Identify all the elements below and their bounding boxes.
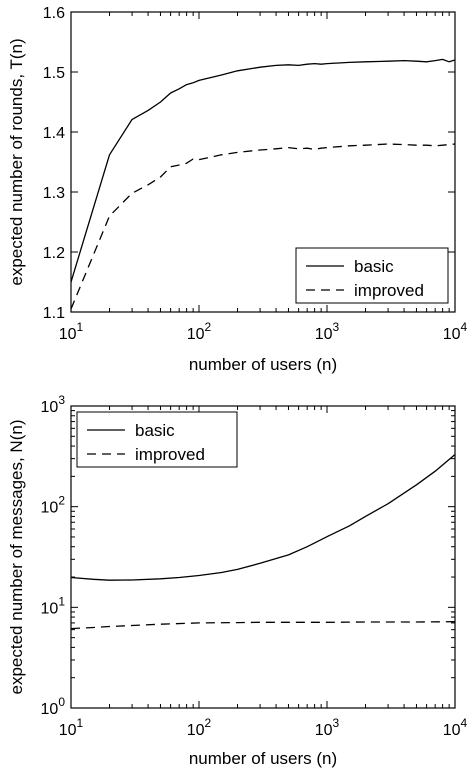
y-axis-label: expected number of rounds, T(n) <box>7 38 26 285</box>
series-line-improved <box>71 143 455 310</box>
y-tick-label: 1.1 <box>43 305 65 322</box>
x-axis-label: number of users (n) <box>189 355 337 374</box>
legend: basic improved <box>295 247 449 304</box>
plot-frame <box>70 11 456 313</box>
y-tick-label: 102 <box>41 494 66 517</box>
x-tick-label: 104 <box>443 320 468 343</box>
legend-box <box>295 247 449 304</box>
legend-label-basic: basic <box>354 257 394 276</box>
y-tick-label: 103 <box>41 393 66 416</box>
y-axis-label: expected number of messages, N(n) <box>7 420 26 695</box>
x-tick-label: 101 <box>59 320 84 343</box>
plot-frame <box>70 405 456 709</box>
legend: basic improved <box>76 411 238 468</box>
series-group <box>71 58 455 310</box>
x-axis-label: number of users (n) <box>189 749 337 768</box>
legend-label-basic: basic <box>135 421 175 440</box>
series-line-basic <box>71 454 455 581</box>
chart-1: 101 102 103 104 1.1 1.2 1.3 1.4 1.5 1.6 number of … <box>7 5 468 374</box>
series-line-improved <box>71 621 455 630</box>
y-tick-label: 1.4 <box>43 125 65 142</box>
x-tick-label: 104 <box>443 716 468 739</box>
x-tick-label: 102 <box>187 716 212 739</box>
series-group <box>71 454 455 630</box>
x-tick-label: 103 <box>315 320 340 343</box>
y-tick-label: 100 <box>41 695 66 718</box>
x-tick-label: 103 <box>315 716 340 739</box>
y-tick-label: 101 <box>41 594 66 617</box>
x-tick-label: 101 <box>59 716 84 739</box>
y-tick-label: 1.6 <box>43 5 65 22</box>
legend-box <box>76 411 238 468</box>
y-tick-label: 1.3 <box>43 185 65 202</box>
series-line-basic <box>71 58 455 283</box>
legend-label-improved: improved <box>354 281 424 300</box>
x-tick-label: 102 <box>187 320 212 343</box>
legend-label-improved: improved <box>135 445 205 464</box>
y-tick-label: 1.5 <box>43 65 65 82</box>
y-tick-label: 1.2 <box>43 245 65 262</box>
